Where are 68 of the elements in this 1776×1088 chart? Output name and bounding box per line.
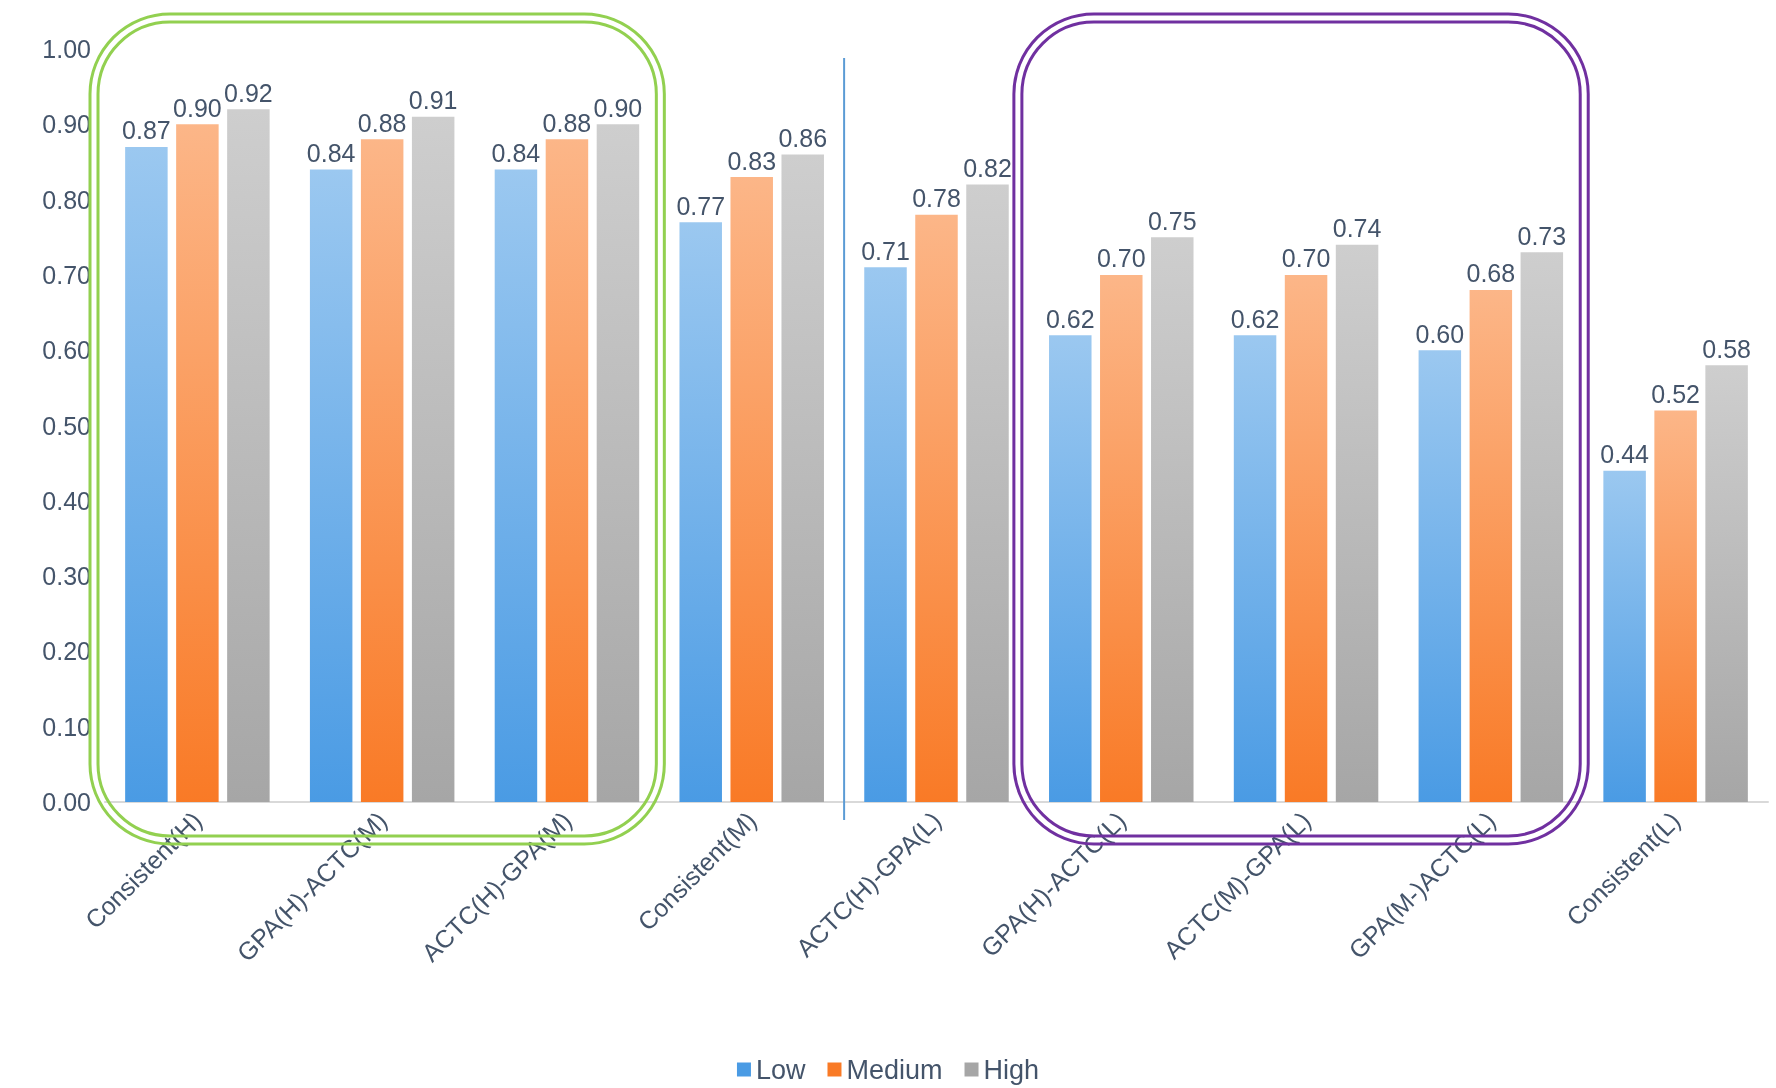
- bar: [1654, 410, 1697, 802]
- y-tick-label: 0.00: [42, 788, 91, 816]
- data-label: 0.86: [778, 123, 828, 152]
- bar: [864, 267, 907, 802]
- data-label: 0.58: [1702, 334, 1751, 363]
- data-label: 0.92: [224, 78, 273, 107]
- bar: [360, 139, 404, 802]
- bar: [915, 214, 958, 802]
- data-label: 0.71: [861, 236, 910, 265]
- data-label: 0.75: [1147, 206, 1197, 235]
- bar: [1284, 274, 1328, 802]
- y-tick-label: 0.90: [42, 110, 91, 139]
- y-tick-label: 0.20: [42, 637, 91, 666]
- y-tick-label: 1.00: [42, 35, 91, 63]
- bar: [494, 169, 538, 802]
- data-label: 0.62: [1045, 304, 1095, 333]
- data-label: 0.70: [1281, 244, 1331, 273]
- legend-label: Low: [755, 1054, 806, 1085]
- bar: [1705, 365, 1748, 802]
- data-label: 0.70: [1096, 244, 1146, 273]
- data-label: 0.62: [1230, 304, 1280, 333]
- data-label: 0.88: [542, 108, 592, 137]
- bar: [966, 184, 1009, 802]
- data-label: 0.68: [1466, 259, 1516, 288]
- data-label: 0.82: [963, 154, 1012, 183]
- y-tick-label: 0.70: [42, 260, 91, 289]
- bar: [309, 169, 353, 802]
- data-label: 0.83: [727, 146, 777, 175]
- bar: [730, 177, 773, 802]
- legend-label: High: [983, 1054, 1040, 1085]
- data-label: 0.44: [1600, 440, 1650, 469]
- bar: [1335, 244, 1379, 802]
- bar: [1100, 274, 1143, 802]
- data-label: 0.90: [593, 93, 643, 122]
- data-label: 0.73: [1517, 221, 1567, 250]
- data-label: 0.77: [676, 191, 726, 220]
- data-label: 0.74: [1332, 214, 1382, 243]
- data-label: 0.84: [306, 138, 356, 167]
- bar: [411, 116, 455, 802]
- legend-label: Medium: [846, 1054, 943, 1085]
- y-tick-label: 0.30: [42, 562, 91, 591]
- y-tick-label: 0.50: [42, 411, 91, 440]
- bar: [1049, 335, 1092, 802]
- data-label: 0.91: [408, 86, 458, 115]
- data-label: 0.52: [1651, 379, 1700, 408]
- bar: [596, 124, 640, 802]
- y-tick-label: 0.60: [42, 336, 91, 365]
- y-tick-label: 0.80: [42, 185, 91, 214]
- bar: [176, 124, 219, 802]
- bar: [1151, 237, 1194, 802]
- y-tick-label: 0.40: [42, 486, 91, 515]
- y-tick-label: 0.10: [42, 712, 91, 741]
- bar: [1469, 289, 1513, 802]
- data-label: 0.84: [491, 138, 541, 167]
- data-label: 0.60: [1415, 319, 1465, 348]
- bar: [1418, 350, 1462, 802]
- bar: [781, 154, 824, 802]
- data-label: 0.87: [122, 116, 171, 145]
- bar: [1520, 252, 1564, 802]
- bar: [125, 146, 168, 802]
- bar: [679, 222, 722, 802]
- bar: [1233, 335, 1277, 802]
- data-label: 0.78: [912, 184, 961, 213]
- bar: [227, 109, 270, 802]
- data-label: 0.90: [173, 93, 222, 122]
- data-label: 0.88: [357, 108, 407, 137]
- bar: [545, 139, 589, 802]
- bar: [1603, 470, 1646, 802]
